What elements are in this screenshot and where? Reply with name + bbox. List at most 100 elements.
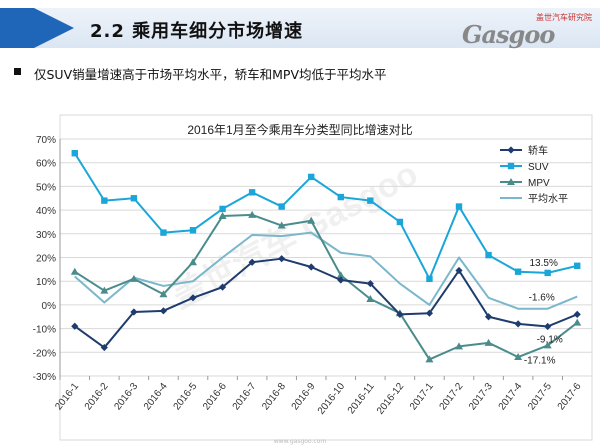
header-chevron: [34, 8, 74, 48]
data-point: [514, 268, 522, 275]
section-title: 2.2 乘用车细分市场增速: [90, 21, 304, 42]
data-point: [189, 294, 197, 302]
bullet-text: 仅SUV销量增速高于市场平均水平，轿车和MPV均低于平均水平: [34, 67, 387, 82]
data-point: [278, 255, 286, 263]
data-point: [366, 294, 375, 302]
legend-marker: [507, 178, 515, 185]
chart-frame: [59, 114, 593, 441]
data-point: [366, 279, 374, 288]
data-point: [396, 218, 404, 226]
annotation-label: -17.1%: [524, 355, 556, 366]
data-point: [336, 271, 345, 279]
slide-header: 2.2 乘用车细分市场增速 盖世汽车研究院 Gasgoo: [0, 0, 600, 58]
logo-word: Gasgoo: [462, 20, 555, 49]
y-tick-label: 10%: [36, 277, 56, 288]
y-tick-label: 50%: [36, 182, 56, 193]
y-tick-label: 20%: [36, 254, 56, 265]
y-tick-label: -20%: [33, 348, 56, 359]
data-point: [219, 205, 226, 213]
data-point: [278, 203, 285, 210]
legend-label: 平均水平: [528, 193, 568, 205]
legend-marker: [507, 162, 515, 170]
header-band: [0, 8, 600, 48]
annotation-label: -1.6%: [529, 293, 555, 304]
chart-container: 2016年1月至今乘用车分类型同比增速对比 盖世汽车 Gasgoo -30% -2…: [0, 112, 600, 444]
data-point: [425, 355, 434, 363]
data-point: [100, 343, 108, 352]
data-point: [248, 210, 257, 218]
series-line: [74, 213, 578, 361]
data-point: [573, 310, 581, 318]
legend-item: 平均水平: [500, 193, 568, 205]
data-point: [218, 212, 227, 220]
data-point: [101, 197, 108, 204]
data-point: [455, 203, 463, 210]
y-axis-ticks: -30% -20% -10% 0% 10% 20% 30% 40% 50% 60% 70%: [33, 135, 56, 383]
legend-item: SUV: [500, 162, 549, 173]
series-line: [74, 231, 578, 310]
data-point: [307, 263, 315, 271]
series-line: [73, 152, 578, 280]
data-point: [248, 189, 256, 196]
data-point: [160, 229, 167, 236]
legend-marker: [507, 146, 515, 154]
line-chart: 2016年1月至今乘用车分类型同比增速对比 盖世汽车 Gasgoo -30%-2…: [33, 114, 593, 441]
data-point: [426, 275, 433, 283]
data-point: [218, 283, 227, 291]
data-point: [484, 338, 493, 346]
series-1: [71, 255, 581, 352]
legend-label: SUV: [528, 162, 549, 173]
data-point: [484, 313, 493, 321]
data-point: [455, 342, 463, 350]
data-point: [71, 150, 78, 157]
data-point: [396, 310, 404, 318]
legend-label: 轿车: [528, 144, 548, 157]
y-tick-label: 30%: [36, 230, 56, 241]
y-tick-label: 60%: [36, 159, 56, 170]
series-line: [74, 257, 578, 349]
data-point: [189, 227, 197, 234]
annotation-label: 13.5%: [529, 258, 557, 269]
y-tick-label: 40%: [36, 206, 56, 217]
data-point: [337, 276, 345, 284]
data-point: [277, 221, 286, 229]
data-point: [71, 322, 79, 330]
series-3: [70, 210, 582, 363]
y-tick-label: -30%: [33, 372, 56, 383]
gasgoo-logo: 盖世汽车研究院 Gasgoo: [462, 12, 592, 49]
series-4: [74, 231, 578, 310]
data-point: [544, 322, 552, 331]
legend-label: MPV: [528, 178, 550, 189]
header-stripe: [0, 8, 34, 48]
data-point: [307, 216, 316, 224]
data-point: [130, 308, 138, 316]
data-point: [514, 353, 523, 361]
data-point: [337, 193, 344, 201]
data-point: [308, 173, 315, 181]
data-point: [189, 258, 197, 266]
series-group: [70, 150, 582, 363]
chart-title: 2016年1月至今乘用车分类型同比增速对比: [187, 122, 412, 137]
data-point: [485, 251, 492, 259]
data-point: [573, 318, 582, 326]
annotation-label: -9.1%: [537, 334, 563, 345]
y-tick-label: -10%: [33, 325, 56, 336]
data-point: [455, 266, 463, 275]
data-point: [129, 274, 138, 282]
legend: 轿车 SUV MPV 平均水平: [500, 144, 568, 205]
data-point: [130, 195, 138, 202]
legend-item: MPV: [500, 178, 550, 189]
series-2: [71, 150, 581, 283]
annotations: 13.5% -1.6% -9.1% -17.1%: [524, 258, 563, 367]
logo-tagline: 盖世汽车研究院: [536, 13, 592, 22]
data-point: [70, 267, 79, 275]
data-point: [543, 341, 552, 349]
data-point: [248, 258, 256, 266]
legend-item: 轿车: [500, 144, 548, 157]
data-point: [514, 320, 522, 328]
y-tick-label: 0%: [42, 301, 57, 312]
data-point: [574, 262, 581, 269]
data-point: [367, 197, 374, 204]
data-point: [159, 307, 168, 315]
data-point: [159, 290, 168, 298]
